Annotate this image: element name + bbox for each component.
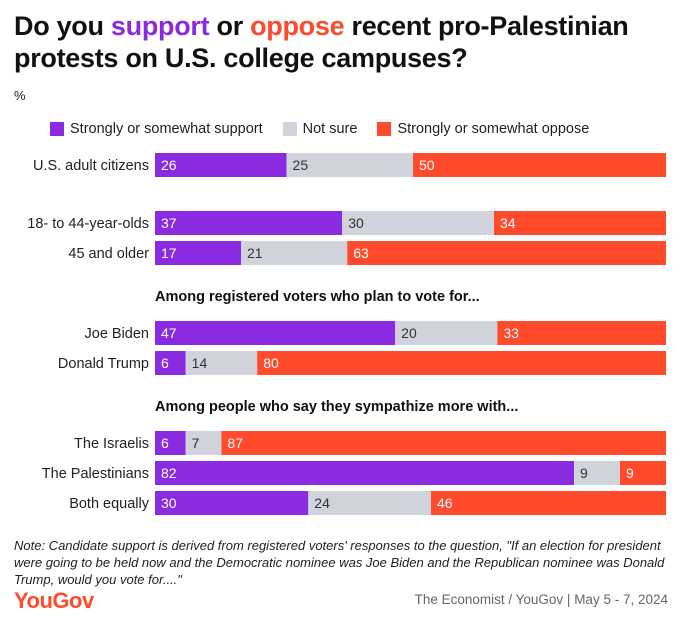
data-label: 30: [348, 215, 364, 231]
data-label: 6: [161, 355, 169, 371]
group-heading: Among people who say they sympathize mor…: [155, 399, 518, 415]
bar-segment-not-sure: [574, 461, 621, 485]
bar-segment-oppose: [347, 241, 666, 265]
row-label: Both equally: [69, 496, 150, 512]
legend-label: Not sure: [302, 121, 358, 137]
bar-segment-oppose: [620, 461, 666, 485]
data-label: 30: [161, 495, 177, 511]
legend-swatch: [377, 122, 392, 136]
legend-swatch: [50, 122, 64, 136]
bar-segment-not-sure: [395, 321, 498, 345]
bar-segment-support: [155, 351, 186, 375]
data-label: 47: [161, 325, 177, 341]
bar-segment-not-sure: [308, 491, 431, 515]
legend: Strongly or somewhat support Not sure Stro…: [50, 119, 609, 139]
data-label: 14: [192, 355, 208, 371]
bar-segment-not-sure: [342, 211, 494, 235]
data-label: 6: [161, 435, 169, 451]
legend-label: Strongly or somewhat oppose: [397, 121, 590, 137]
title-part-3: recent pro-Palestinian protests on U.S. …: [14, 11, 629, 73]
data-label: 50: [419, 157, 435, 173]
bar-segment-not-sure: [185, 351, 258, 375]
data-label: 17: [161, 245, 177, 261]
title-support-word: support: [110, 11, 210, 41]
data-label: 20: [401, 325, 417, 341]
legend-item-not-sure: Not sure: [282, 121, 358, 137]
row-label: 45 and older: [68, 246, 149, 262]
bar-segment-support: [155, 241, 242, 265]
bar-segment-not-sure: [286, 153, 414, 177]
data-label: 9: [626, 465, 634, 481]
bar-segment-oppose: [493, 211, 666, 235]
legend-item-support: Strongly or somewhat support: [50, 121, 263, 137]
data-label: 24: [314, 495, 330, 511]
title-part-1: Do you: [14, 11, 111, 41]
row-label: The Israelis: [74, 436, 149, 452]
group-heading: Among registered voters who plan to vote…: [155, 289, 480, 305]
row-label: Donald Trump: [58, 356, 149, 372]
bar-segment-support: [155, 321, 396, 345]
footnote: Note: Candidate support is derived from …: [14, 538, 665, 587]
data-label: 21: [247, 245, 263, 261]
yougov-logo: YouGov: [14, 588, 94, 613]
bar-segment-support: [155, 153, 287, 177]
bar-segment-support: [155, 491, 309, 515]
data-label: 37: [161, 215, 177, 231]
bar-segment-oppose: [413, 153, 666, 177]
bar-segment-support: [155, 211, 343, 235]
legend-swatch: [282, 122, 297, 136]
stacked-bar-chart: U.S. adult citizens 26 25 50 18- to 44-year-…: [27, 153, 666, 515]
row-label: U.S. adult citizens: [33, 158, 149, 174]
title-oppose-word: oppose: [250, 11, 345, 41]
legend-label: Strongly or somewhat support: [70, 121, 263, 137]
title-part-2: or: [209, 11, 251, 41]
data-label: 25: [293, 157, 309, 173]
data-label: 26: [161, 157, 177, 173]
legend-item-oppose: Strongly or somewhat oppose: [377, 121, 589, 137]
source-credit: The Economist / YouGov | May 5 - 7, 2024: [414, 592, 668, 607]
data-label: 34: [500, 215, 516, 231]
data-label: 7: [192, 435, 200, 451]
chart-title: Do you support or oppose recent pro-Pale…: [14, 10, 674, 74]
bar-segment-not-sure: [241, 241, 348, 265]
bar-segment-support: [155, 461, 575, 485]
row-label: Joe Biden: [85, 326, 150, 342]
bar-segment-not-sure: [185, 431, 222, 455]
data-label: 9: [580, 465, 588, 481]
bar-segment-oppose: [497, 321, 666, 345]
unit-label: %: [14, 88, 26, 103]
bar-segment-oppose: [257, 351, 666, 375]
data-label: 46: [437, 495, 453, 511]
data-label: 80: [263, 355, 279, 371]
data-label: 82: [161, 465, 177, 481]
data-label: 87: [227, 435, 243, 451]
bar-segment-oppose: [430, 491, 666, 515]
data-label: 33: [503, 325, 519, 341]
bar-segment-oppose: [221, 431, 666, 455]
row-label: 18- to 44-year-olds: [27, 216, 149, 232]
bar-segment-support: [155, 431, 186, 455]
data-label: 63: [353, 245, 369, 261]
row-label: The Palestinians: [42, 466, 149, 482]
